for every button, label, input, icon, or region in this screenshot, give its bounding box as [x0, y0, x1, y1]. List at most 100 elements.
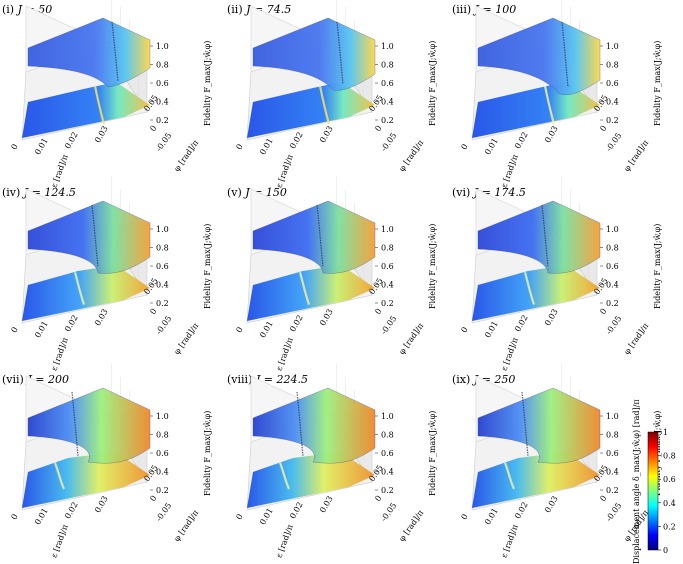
z-tick-label: 0.6 — [156, 262, 169, 271]
projection-ridge — [73, 272, 86, 305]
x-tick-label: 0 — [234, 513, 244, 522]
colorbar-tick-label: 0.8 — [663, 452, 676, 461]
y-axis-label: φ [rad]/π — [622, 321, 650, 356]
projection-map — [472, 82, 600, 138]
x-tick-label: 0.02 — [288, 501, 305, 521]
colorbar-tick-label: 0.4 — [663, 499, 676, 508]
projection-ridge — [503, 462, 516, 490]
y-tick-label: 0 — [373, 124, 383, 133]
x-tick-label: 0.03 — [318, 308, 335, 328]
z-tick-label: 0.4 — [606, 468, 619, 477]
colorbar-label: Displacement angle δ_max(J;ŵ,φ) [rad]/π — [632, 399, 641, 564]
panel-tag: (iii) — [452, 3, 475, 16]
y-axis-label: φ [rad]/π — [622, 138, 650, 173]
fidelity-surface — [477, 387, 601, 464]
projection-map — [247, 82, 375, 138]
x-tick-label: 0.01 — [258, 320, 275, 340]
z-tick-label: 0.6 — [606, 449, 619, 458]
projection-ridge — [53, 462, 66, 490]
x-tick-label: 0 — [459, 513, 469, 522]
z-tick-label: 0.6 — [381, 262, 394, 271]
y-tick-label: 0 — [373, 494, 383, 503]
y-tick-label: 0 — [148, 124, 158, 133]
y-tick-label: -0.05 — [379, 131, 398, 153]
x-tick-label: 0.03 — [93, 125, 110, 145]
z-tick-label: 0.8 — [606, 244, 619, 253]
z-tick-label: 1.0 — [606, 225, 619, 234]
z-tick-label: 1.0 — [381, 42, 394, 51]
z-tick-label: 0.8 — [156, 244, 169, 253]
y-tick-label: -0.05 — [604, 501, 623, 523]
surface-ridge — [91, 204, 99, 268]
y-tick-label: 0 — [148, 494, 158, 503]
z-tick-label: 1.0 — [381, 225, 394, 234]
y-tick-label: 0 — [598, 494, 608, 503]
projection-map — [247, 265, 375, 321]
x-tick-label: 0.03 — [318, 125, 335, 145]
z-tick-label: 0.8 — [381, 244, 394, 253]
x-tick-label: 0.01 — [33, 320, 50, 340]
y-axis-label: φ [rad]/π — [172, 508, 200, 543]
z-axis-label: Fidelity F_max(J;ŵ,φ) — [428, 224, 437, 309]
y-axis-label: φ [rad]/π — [172, 321, 200, 356]
y-tick-label: -0.05 — [154, 501, 173, 523]
y-tick-label: -0.05 — [379, 314, 398, 336]
colorbar-tick-label: 0.6 — [663, 475, 676, 484]
surface-ridge — [521, 391, 529, 457]
z-tick-label: 0.2 — [606, 299, 619, 308]
z-tick-label: 0.4 — [381, 281, 394, 290]
x-tick-label: 0.01 — [483, 507, 500, 527]
panel-1: (i) J = 500.20.40.60.81.0 Fidelity F_max(… — [2, 0, 212, 189]
x-axis-label: ε [rad]/π — [50, 523, 70, 559]
x-tick-label: 0.02 — [63, 314, 80, 334]
x-tick-label: 0.01 — [483, 137, 500, 157]
y-tick-label: -0.05 — [154, 314, 173, 336]
x-tick-label: 0 — [459, 326, 469, 335]
x-tick-label: 0 — [9, 143, 19, 152]
panel-4: (iv) J = 124.50.20.40.60.81.0 Fidelity F_… — [2, 176, 212, 372]
x-tick-label: 0 — [234, 326, 244, 335]
z-tick-label: 0.2 — [381, 486, 394, 495]
z-tick-label: 0.4 — [381, 98, 394, 107]
z-tick-label: 0.6 — [606, 79, 619, 88]
x-tick-label: 0.02 — [288, 131, 305, 151]
y-tick-label: -0.05 — [379, 501, 398, 523]
fidelity-surface — [252, 17, 376, 91]
z-tick-label: 0.8 — [606, 431, 619, 440]
y-axis-label: φ [rad]/π — [397, 321, 425, 356]
y-axis-label: φ [rad]/π — [397, 508, 425, 543]
z-tick-label: 1.0 — [381, 412, 394, 421]
x-tick-label: 0.02 — [63, 501, 80, 521]
z-tick-label: 1.0 — [156, 225, 169, 234]
colorbar-tick-label: 0.2 — [663, 522, 676, 531]
panel-tag: (vii) — [2, 373, 27, 386]
panel-tag: (i) — [2, 3, 18, 16]
surface-ridge — [561, 21, 569, 88]
colorbar-tick-label: 1 — [663, 428, 668, 437]
z-axis-label: Fidelity F_max(J;ŵ,φ) — [203, 41, 212, 126]
projection-map — [247, 452, 375, 508]
x-tick-label: 0.03 — [543, 495, 560, 515]
projection-ridge — [93, 85, 106, 125]
surface-ridge — [296, 391, 304, 457]
panel-tag: (v) — [227, 186, 245, 199]
z-tick-label: 0.2 — [381, 116, 394, 125]
panel-tag: (iv) — [2, 186, 24, 199]
z-tick-label: 0.4 — [606, 281, 619, 290]
z-axis-label: Fidelity F_max(J;ŵ,φ) — [653, 41, 662, 126]
x-axis-label: ε [rad]/π — [500, 523, 520, 559]
fidelity-surface — [477, 17, 601, 95]
x-tick-label: 0.01 — [258, 507, 275, 527]
z-tick-label: 0.8 — [156, 431, 169, 440]
x-axis-label: ε [rad]/π — [50, 153, 70, 189]
z-tick-label: 0.2 — [156, 116, 169, 125]
surface-ridge — [316, 204, 324, 268]
z-tick-label: 0.8 — [606, 61, 619, 70]
panel-2: (ii) J = 74.50.20.40.60.81.0 Fidelity F_m… — [227, 0, 437, 189]
surface-ridge — [541, 204, 549, 268]
x-tick-label: 0.01 — [33, 507, 50, 527]
panel-tag: (viii) — [227, 373, 256, 386]
fidelity-surface — [27, 17, 151, 88]
